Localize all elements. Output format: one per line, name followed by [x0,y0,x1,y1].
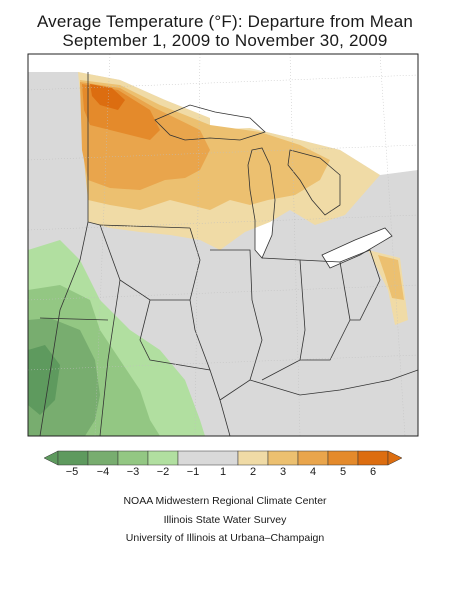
credit-line-2: Illinois State Water Survey [163,514,287,526]
color-scale-bar [43,450,403,466]
scale-label: −3 [126,466,140,478]
scale-label: 3 [279,466,287,478]
scale-bin-plus4 [327,450,359,466]
map-title-line1: Average Temperature (°F): Departure from… [36,12,414,31]
credit-line-1: NOAA Midwestern Regional Climate Center [123,495,327,507]
map-frame [27,53,419,437]
scale-label: −2 [156,466,170,478]
lake-outlines [154,104,393,269]
scale-label: 1 [219,466,227,478]
scale-label: −4 [96,466,110,478]
scale-label: 5 [339,466,347,478]
scale-bin-plus2 [267,450,299,466]
state-boundaries [39,72,418,436]
scale-bin-plus3 [297,450,329,466]
scale-label: 2 [249,466,257,478]
scale-bin-minus4 [87,450,119,466]
lake-erie [322,228,392,268]
scale-bin-plus5 [357,450,389,466]
scale-label: −5 [65,466,79,478]
scale-bin-neutral [177,450,239,466]
scale-label: 4 [309,466,317,478]
graticule [28,54,418,436]
scale-arrow-left [43,450,59,466]
scale-bin-minus3 [117,450,149,466]
scale-label: 6 [369,466,377,478]
scale-bin-plus1 [237,450,269,466]
scale-arrow-right [387,450,403,466]
scale-label: −1 [186,466,200,478]
scale-bin-minus2 [147,450,179,466]
anomaly-plus5 [90,84,125,110]
scale-bin-minus5 [57,450,89,466]
anomaly-plus2-east [378,255,404,300]
credit-line-3: University of Illinois at Urbana–Champai… [125,532,325,544]
map-title-line2: September 1, 2009 to November 30, 2009 [62,31,388,50]
